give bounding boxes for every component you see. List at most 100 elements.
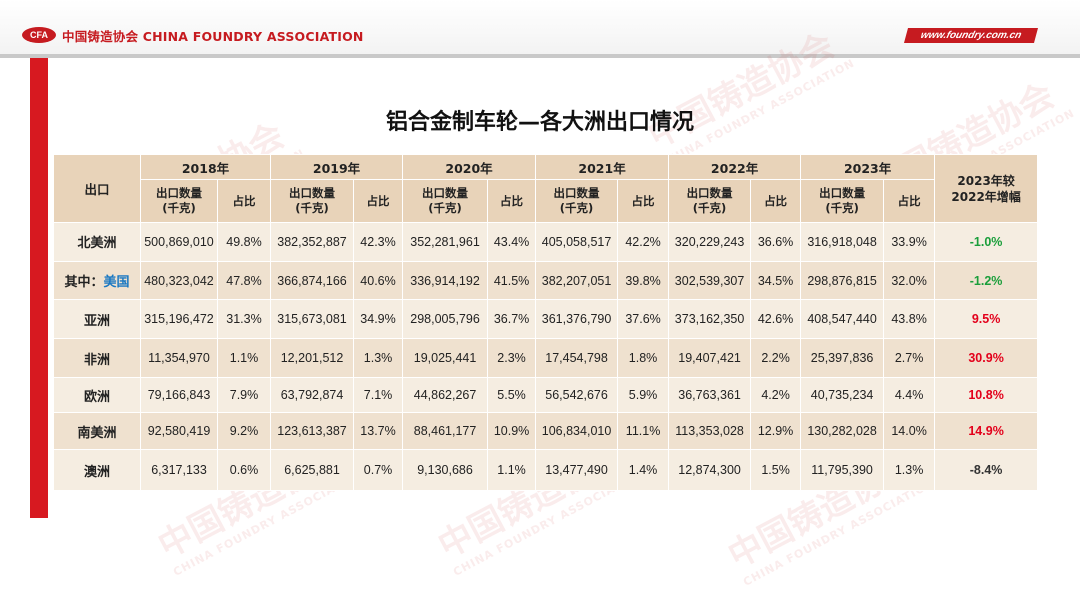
share-cell: 42.2% — [617, 222, 670, 262]
share-cell: 7.9% — [216, 376, 272, 414]
share-subheader: 占比 — [883, 179, 936, 223]
export-qty-cell: 19,025,441 — [402, 338, 489, 378]
table-row: 亚洲 315,196,472 31.3% 315,673,081 34.9% 298,00… — [53, 299, 1039, 340]
export-qty-cell: 130,282,028 — [800, 412, 885, 451]
export-qty-cell: 382,352,887 — [270, 222, 355, 262]
header-divider — [0, 54, 1080, 58]
change-cell: 30.9% — [934, 338, 1039, 378]
cfa-logo-mark: CFA — [22, 27, 56, 43]
export-qty-cell: 44,862,267 — [402, 376, 489, 414]
table-row: 非洲 11,354,970 1.1% 12,201,512 1.3% 19,025,441… — [53, 338, 1039, 378]
share-cell: 42.6% — [750, 299, 802, 340]
export-qty-cell: 6,625,881 — [270, 449, 355, 491]
export-qty-cell: 315,673,081 — [270, 299, 355, 340]
export-qty-cell: 315,196,472 — [140, 299, 218, 340]
export-qty-cell: 11,354,970 — [140, 338, 218, 378]
row-label: 欧洲 — [53, 376, 141, 414]
share-cell: 4.2% — [750, 376, 802, 414]
export-qty-cell: 480,323,042 — [140, 260, 218, 301]
export-qty-cell: 13,477,490 — [535, 449, 619, 491]
share-cell: 2.7% — [883, 338, 936, 378]
export-qty-cell: 123,613,387 — [270, 412, 355, 451]
share-cell: 43.4% — [487, 222, 537, 262]
table-row: 北美洲 500,869,010 49.8% 382,352,887 42.3% 352,2… — [53, 222, 1039, 262]
change-cell: 10.8% — [934, 376, 1039, 414]
qty-subheader: 出口数量 (千克) — [402, 179, 489, 223]
share-cell: 42.3% — [353, 222, 404, 262]
share-cell: 1.3% — [353, 338, 404, 378]
export-qty-cell: 298,876,815 — [800, 260, 885, 301]
export-qty-cell: 63,792,874 — [270, 376, 355, 414]
year-header: 2020年 — [402, 154, 537, 180]
share-cell: 41.5% — [487, 260, 537, 301]
share-cell: 11.1% — [617, 412, 670, 451]
share-subheader: 占比 — [750, 179, 802, 223]
qty-subheader: 出口数量 (千克) — [668, 179, 752, 223]
share-cell: 31.3% — [216, 299, 272, 340]
share-cell: 37.6% — [617, 299, 670, 340]
share-cell: 1.8% — [617, 338, 670, 378]
qty-subheader: 出口数量 (千克) — [800, 179, 885, 223]
export-qty-cell: 298,005,796 — [402, 299, 489, 340]
share-cell: 5.5% — [487, 376, 537, 414]
table-row: 欧洲 79,166,843 7.9% 63,792,874 7.1% 44,862,267… — [53, 376, 1039, 414]
share-subheader: 占比 — [617, 179, 670, 223]
share-cell: 33.9% — [883, 222, 936, 262]
share-cell: 1.5% — [750, 449, 802, 491]
table-row: 南美洲 92,580,419 9.2% 123,613,387 13.7% 88,461,… — [53, 412, 1039, 451]
share-subheader: 占比 — [216, 179, 272, 223]
share-cell: 36.6% — [750, 222, 802, 262]
export-qty-cell: 405,058,517 — [535, 222, 619, 262]
export-qty-cell: 56,542,676 — [535, 376, 619, 414]
left-accent-bar — [30, 58, 48, 518]
share-cell: 36.7% — [487, 299, 537, 340]
table-corner-header: 出口 — [53, 154, 141, 223]
share-cell: 4.4% — [883, 376, 936, 414]
export-qty-cell: 366,874,166 — [270, 260, 355, 301]
share-cell: 1.1% — [216, 338, 272, 378]
export-qty-cell: 361,376,790 — [535, 299, 619, 340]
share-cell: 0.6% — [216, 449, 272, 491]
row-label: 非洲 — [53, 338, 141, 378]
export-qty-cell: 113,353,028 — [668, 412, 752, 451]
export-qty-cell: 19,407,421 — [668, 338, 752, 378]
export-table: 出口 2018年 2019年 2020年 2021年 2022年 2023年 2… — [53, 154, 1039, 491]
export-qty-cell: 302,539,307 — [668, 260, 752, 301]
share-cell: 5.9% — [617, 376, 670, 414]
share-cell: 47.8% — [216, 260, 272, 301]
export-qty-cell: 36,763,361 — [668, 376, 752, 414]
association-name: 中国铸造协会 CHINA FOUNDRY ASSOCIATION — [62, 28, 364, 44]
export-qty-cell: 92,580,419 — [140, 412, 218, 451]
export-qty-cell: 6,317,133 — [140, 449, 218, 491]
export-qty-cell: 382,207,051 — [535, 260, 619, 301]
row-label: 南美洲 — [53, 412, 141, 451]
share-cell: 12.9% — [750, 412, 802, 451]
share-cell: 43.8% — [883, 299, 936, 340]
share-cell: 49.8% — [216, 222, 272, 262]
export-qty-cell: 12,874,300 — [668, 449, 752, 491]
change-cell: -8.4% — [934, 449, 1039, 491]
share-cell: 1.4% — [617, 449, 670, 491]
share-cell: 10.9% — [487, 412, 537, 451]
qty-subheader: 出口数量 (千克) — [270, 179, 355, 223]
row-label: 其中：美国 — [53, 260, 141, 301]
website-url: www.foundry.com.cn — [903, 28, 1039, 43]
share-cell: 39.8% — [617, 260, 670, 301]
share-cell: 9.2% — [216, 412, 272, 451]
export-qty-cell: 336,914,192 — [402, 260, 489, 301]
share-cell: 34.5% — [750, 260, 802, 301]
year-header: 2021年 — [535, 154, 670, 180]
share-cell: 2.2% — [750, 338, 802, 378]
share-cell: 14.0% — [883, 412, 936, 451]
sub-country-label: 美国 — [103, 275, 130, 291]
change-cell: 14.9% — [934, 412, 1039, 451]
year-header: 2022年 — [668, 154, 802, 180]
table-row: 其中：美国 480,323,042 47.8% 366,874,166 40.6% 336… — [53, 260, 1039, 301]
association-logo: CFA 中国铸造协会 CHINA FOUNDRY ASSOCIATION — [22, 24, 364, 46]
share-cell: 0.7% — [353, 449, 404, 491]
export-qty-cell: 12,201,512 — [270, 338, 355, 378]
share-cell: 34.9% — [353, 299, 404, 340]
export-qty-cell: 352,281,961 — [402, 222, 489, 262]
table-row: 澳洲 6,317,133 0.6% 6,625,881 0.7% 9,130,686 1.1… — [53, 449, 1039, 491]
export-qty-cell: 500,869,010 — [140, 222, 218, 262]
